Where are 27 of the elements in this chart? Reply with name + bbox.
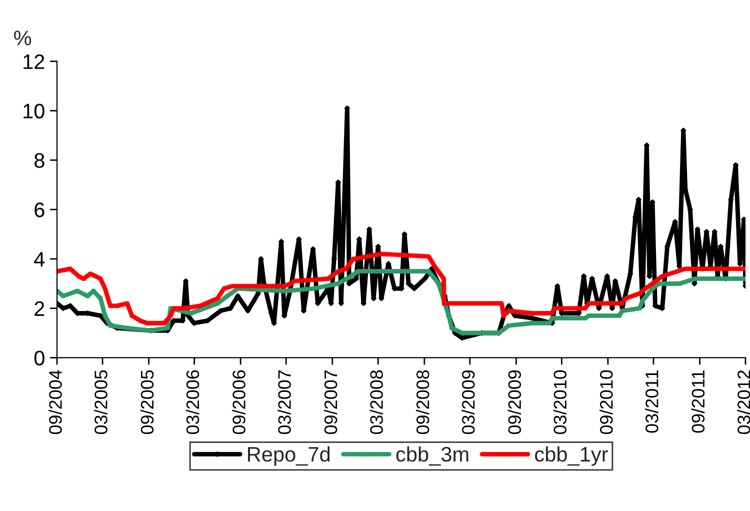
x-tick-label: 09/2004 bbox=[48, 370, 62, 434]
y-axis-title: % bbox=[14, 30, 32, 46]
x-tick-label: 03/2009 bbox=[461, 370, 475, 434]
x-tick-label: 09/2005 bbox=[140, 370, 154, 434]
x-tick-label: 03/2008 bbox=[370, 370, 383, 434]
x-tick-label: 03/2007 bbox=[278, 370, 291, 434]
x-tick-label: 03/2005 bbox=[94, 370, 108, 434]
y-tick-label: 10 bbox=[24, 104, 44, 118]
legend-label: Repo_7d bbox=[248, 446, 330, 466]
y-tick-label: 8 bbox=[34, 153, 44, 168]
x-tick-label: 09/2008 bbox=[416, 370, 430, 434]
y-tick-label: 4 bbox=[34, 252, 45, 266]
x-tick-label: 03/2011 bbox=[645, 370, 658, 433]
x-tick-label: 03/2010 bbox=[553, 370, 567, 434]
y-tick-label: 2 bbox=[34, 301, 44, 316]
legend-label: cbb_3m bbox=[396, 446, 468, 466]
y-tick-label: 0 bbox=[34, 350, 44, 366]
x-tick-label: 03/2012 bbox=[737, 370, 750, 434]
x-tick-label: 09/2011 bbox=[691, 370, 705, 433]
x-tick-label: 03/2006 bbox=[186, 370, 200, 434]
x-tick-label: 09/2009 bbox=[508, 370, 522, 434]
x-tick-label: 09/2010 bbox=[600, 370, 613, 434]
y-tick-label: 6 bbox=[34, 202, 44, 218]
legend-label: cbb_1yr bbox=[535, 446, 608, 466]
y-tick-label: 12 bbox=[24, 54, 44, 69]
x-tick-label: 09/2006 bbox=[232, 370, 246, 434]
x-tick-label: 09/2007 bbox=[324, 370, 338, 434]
